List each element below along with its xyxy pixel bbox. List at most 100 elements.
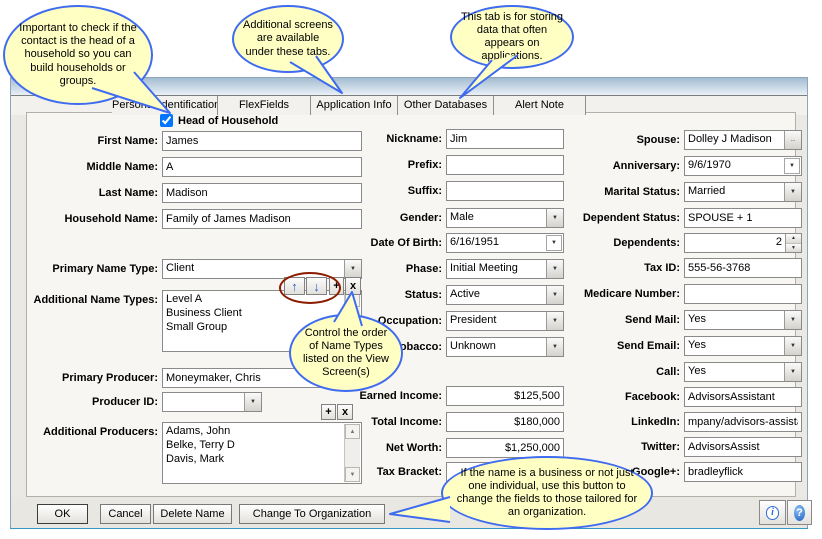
delete-name-button[interactable]: Delete Name [153,504,232,524]
chevron-down-icon[interactable]: ▼ [344,260,361,278]
chevron-down-icon[interactable]: ▼ [784,183,801,201]
help-icon: ? [794,504,805,521]
chevron-down-icon[interactable]: ▼ [784,311,801,329]
spouse-field[interactable]: Dolley J Madison ... [684,130,802,150]
suffix-label: Suffix: [407,185,442,197]
chevron-down-icon[interactable]: ▼ [784,337,801,355]
twitter-input[interactable] [684,437,802,457]
send-email-dropdown[interactable]: Yes ▼ [684,336,802,356]
medicare-number-input[interactable] [684,284,802,304]
change-to-organization-button[interactable]: Change To Organization [239,504,385,524]
chevron-down-icon[interactable]: ▼ [244,393,261,411]
ok-button[interactable]: OK [37,504,88,524]
help-button[interactable]: ? [787,500,812,525]
dependent-status-input[interactable] [684,208,802,228]
additional-producers-list[interactable]: Adams, John Belke, Terry D Davis, Mark ▲… [162,422,362,484]
facebook-input[interactable] [684,387,802,407]
call-dropdown[interactable]: Yes ▼ [684,362,802,382]
call-label: Call: [656,366,680,378]
tab-other-databases[interactable]: Other Databases [398,96,494,115]
tab-flexfields[interactable]: FlexFields [218,96,311,115]
producer-id-value [163,393,244,411]
earned-income-input[interactable] [446,386,564,406]
household-name-input[interactable] [162,209,362,229]
middle-name-input[interactable] [162,157,362,177]
producer-id-label: Producer ID: [91,396,158,408]
googleplus-input[interactable] [684,462,802,482]
send-email-label: Send Email: [617,340,680,352]
dependents-value: 2 [775,236,782,248]
list-item[interactable]: Small Group [166,321,228,333]
head-of-household-checkbox[interactable] [160,114,173,127]
producer-id-dropdown[interactable]: ▼ [162,392,262,412]
info-icon: i [766,505,779,520]
send-mail-dropdown[interactable]: Yes ▼ [684,310,802,330]
status-dropdown[interactable]: Active ▼ [446,285,564,305]
phase-value: Initial Meeting [450,262,518,274]
first-name-input[interactable] [162,131,362,151]
tab-personal-identification[interactable]: Personal Identification [112,96,218,115]
linkedin-input[interactable] [684,412,802,432]
prefix-label: Prefix: [407,159,442,171]
call-value: Yes [688,365,706,377]
status-value: Active [450,288,480,300]
spinner[interactable]: ▲ ▼ [785,234,801,252]
send-email-value: Yes [688,339,706,351]
scroll-down-icon[interactable]: ▼ [345,467,360,482]
twitter-label: Twitter: [641,441,680,453]
date-of-birth-label: Date Of Birth: [370,237,443,249]
phase-dropdown[interactable]: Initial Meeting ▼ [446,259,564,279]
remove-producer-button[interactable]: x [337,404,353,420]
spin-down-icon[interactable]: ▼ [786,243,801,252]
list-item[interactable]: Adams, John [166,425,231,437]
info-button[interactable]: i [759,500,786,525]
chevron-down-icon[interactable]: ▼ [546,260,563,278]
remove-name-type-button[interactable]: x [345,277,361,295]
gender-label: Gender: [399,212,442,224]
chevron-down-icon[interactable]: ▼ [784,363,801,381]
chevron-down-icon[interactable]: ▼ [546,209,563,227]
scrollbar[interactable]: ▲ ▼ [344,424,360,482]
household-name-label: Household Name: [64,213,158,225]
last-name-input[interactable] [162,183,362,203]
chevron-down-icon[interactable]: ▼ [546,312,563,330]
dependents-stepper[interactable]: 2 ▲ ▼ [684,233,802,253]
chevron-down-icon[interactable]: ▼ [784,158,800,174]
gender-dropdown[interactable]: Male ▼ [446,208,564,228]
cancel-button[interactable]: Cancel [100,504,151,524]
net-worth-input[interactable] [446,438,564,458]
add-producer-button[interactable]: + [321,404,336,420]
list-item[interactable]: Davis, Mark [166,453,225,465]
date-of-birth-picker[interactable]: 6/16/1951 ▼ [446,233,564,253]
status-label: Status: [404,289,442,301]
chevron-down-icon[interactable]: ▼ [546,338,563,356]
nickname-input[interactable] [446,129,564,149]
total-income-input[interactable] [446,412,564,432]
list-item[interactable]: Belke, Terry D [166,439,235,451]
occupation-label: Occupation: [377,315,442,327]
suffix-input[interactable] [446,181,564,201]
spin-up-icon[interactable]: ▲ [786,234,801,244]
additional-producers-label: Additional Producers: [43,426,158,438]
marital-status-dropdown[interactable]: Married ▼ [684,182,802,202]
tax-id-input[interactable] [684,258,802,278]
primary-name-type-value: Client [166,262,195,274]
anniversary-label: Anniversary: [612,160,680,172]
chevron-down-icon[interactable]: ▼ [546,286,563,304]
prefix-input[interactable] [446,155,564,175]
tax-bracket-label: Tax Bracket: [376,466,442,478]
chevron-down-icon[interactable]: ▼ [546,235,562,251]
list-item[interactable]: Business Client [166,307,242,319]
gender-value: Male [450,211,474,223]
scroll-up-icon[interactable]: ▲ [345,424,360,439]
browse-icon[interactable]: ... [784,131,801,149]
list-item[interactable]: Level A [166,293,203,305]
tab-alert-note[interactable]: Alert Note [494,96,586,115]
occupation-dropdown[interactable]: President ▼ [446,311,564,331]
tobacco-dropdown[interactable]: Unknown ▼ [446,337,564,357]
tobacco-value: Unknown [450,340,496,352]
tab-application-info[interactable]: Application Info [311,96,398,115]
anniversary-picker[interactable]: 9/6/1970 ▼ [684,156,802,176]
callout-additional-screens: Additional screens are available under t… [232,5,344,73]
x-icon: x [341,405,349,418]
